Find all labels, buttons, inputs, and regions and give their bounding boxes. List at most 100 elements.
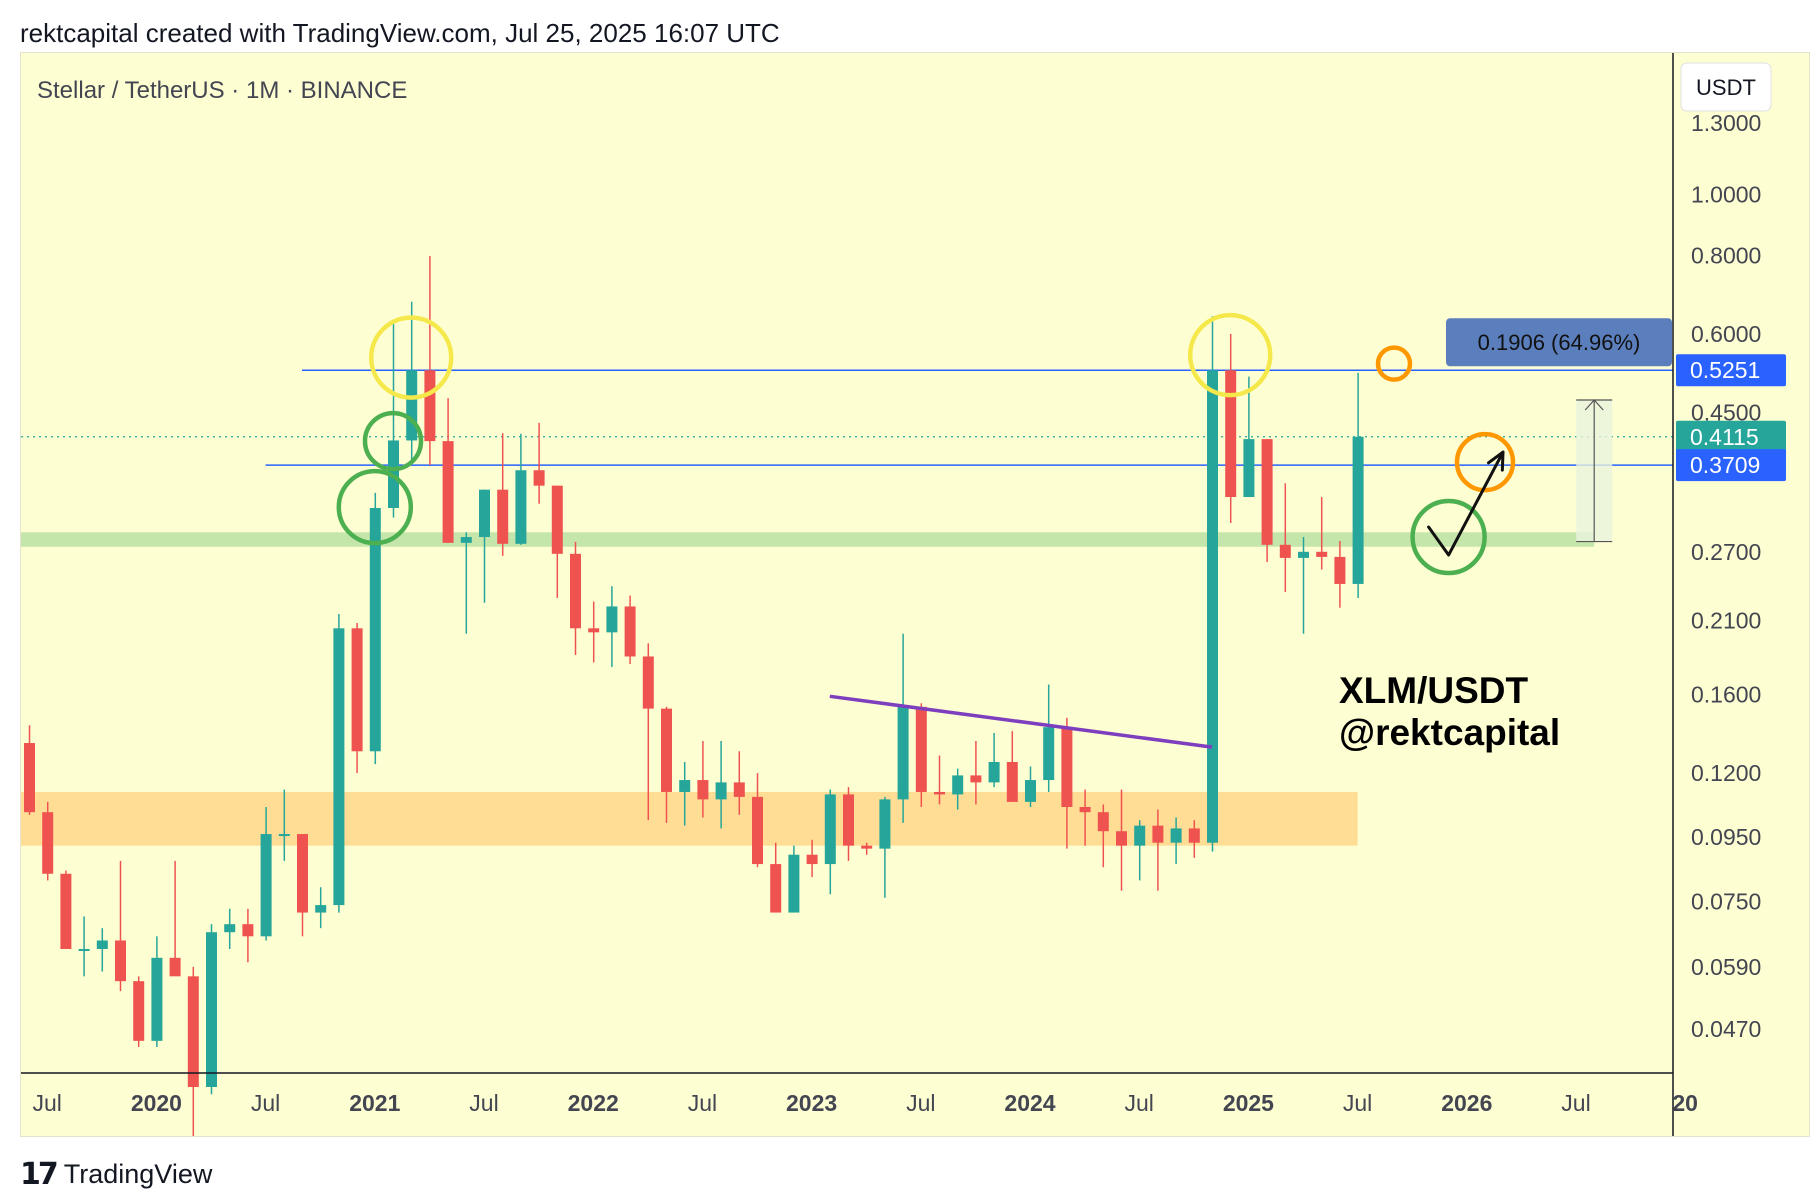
- candle-2023-02[interactable]: [824, 789, 836, 895]
- candle-2025-03[interactable]: [1279, 483, 1291, 593]
- candle-2019-06[interactable]: [24, 725, 35, 815]
- x-tick-label: 2020: [131, 1090, 182, 1116]
- candle-2022-02[interactable]: [606, 586, 618, 668]
- candle-2024-03[interactable]: [1061, 717, 1073, 849]
- candle-2020-10[interactable]: [315, 887, 327, 929]
- candle-2019-12[interactable]: [133, 976, 145, 1047]
- candle-2023-08[interactable]: [934, 755, 945, 805]
- candle-2020-05[interactable]: [224, 908, 236, 950]
- yellow-circle-2021-top[interactable]: [368, 315, 454, 400]
- candle-body: [934, 791, 945, 795]
- candle-2021-04[interactable]: [424, 256, 436, 466]
- candle-2020-07[interactable]: [260, 806, 272, 941]
- candle-2020-12[interactable]: [351, 623, 363, 774]
- candle-2023-09[interactable]: [952, 768, 964, 810]
- check-arrow-drawing[interactable]: [1427, 450, 1505, 557]
- candle-2021-03[interactable]: [406, 301, 418, 466]
- candle-body: [351, 628, 363, 752]
- candle-2024-06[interactable]: [1116, 789, 1127, 891]
- candle-2024-09[interactable]: [1170, 817, 1182, 865]
- candle-body: [369, 507, 381, 752]
- candle-2024-01[interactable]: [1025, 766, 1036, 807]
- candle-2020-03[interactable]: [187, 966, 199, 1137]
- candle-2023-01[interactable]: [806, 839, 818, 878]
- candle-2022-11[interactable]: [770, 842, 782, 913]
- trendline[interactable]: [829, 694, 1213, 749]
- price-range-measure[interactable]: [1576, 399, 1613, 543]
- candle-2024-11[interactable]: [1207, 316, 1218, 852]
- chart-frame: 0.1906 (64.96%) XLM/USDT @rektcapital USDT…: [20, 52, 1810, 1137]
- annotation-line-0: XLM/USDT: [1339, 670, 1529, 711]
- candle-2025-02[interactable]: [1261, 439, 1273, 563]
- candle-2021-02[interactable]: [388, 320, 399, 518]
- candle-2023-07[interactable]: [915, 703, 927, 807]
- candle-2024-10[interactable]: [1188, 820, 1200, 858]
- yellow-circle-2024-top[interactable]: [1187, 312, 1273, 398]
- candle-2020-02[interactable]: [169, 860, 181, 977]
- candle-2022-08[interactable]: [715, 740, 727, 829]
- x-tick-label: Jul: [251, 1090, 280, 1116]
- candle-2022-05[interactable]: [661, 706, 672, 823]
- candle-2023-11[interactable]: [988, 733, 1000, 788]
- candle-2019-07[interactable]: [42, 801, 54, 881]
- candle-2020-01[interactable]: [151, 936, 163, 1047]
- candle-2024-04[interactable]: [1079, 789, 1091, 846]
- candle-2025-06[interactable]: [1334, 540, 1346, 608]
- candle-2025-01[interactable]: [1243, 376, 1255, 498]
- candle-2025-04[interactable]: [1298, 537, 1309, 634]
- candle-2024-05[interactable]: [1097, 804, 1109, 868]
- price-chart[interactable]: 0.1906 (64.96%) XLM/USDT@rektcapital USDT…: [21, 53, 1810, 1137]
- y-tick-label: 0.0950: [1691, 824, 1761, 850]
- candle-2020-04[interactable]: [206, 924, 217, 1095]
- green-circle-projection[interactable]: [1410, 498, 1487, 576]
- orange-circle-target[interactable]: [1454, 431, 1516, 493]
- tradingview-logo-icon: 17: [20, 1157, 59, 1192]
- candle-2019-10[interactable]: [96, 928, 108, 972]
- candle-2020-11[interactable]: [333, 613, 345, 913]
- candle-2023-05[interactable]: [879, 796, 891, 898]
- candle-2019-09[interactable]: [78, 916, 90, 977]
- tradingview-brand[interactable]: 17 TradingView: [20, 1157, 212, 1192]
- candle-2022-01[interactable]: [588, 601, 600, 663]
- candle-2025-05[interactable]: [1316, 497, 1328, 570]
- candle-2024-07[interactable]: [1134, 820, 1146, 881]
- candle-2021-05[interactable]: [442, 398, 454, 543]
- candle-2022-07[interactable]: [697, 740, 709, 818]
- candle-2023-04[interactable]: [861, 842, 873, 855]
- candle-2020-06[interactable]: [242, 908, 254, 963]
- candle-2019-11[interactable]: [115, 860, 126, 992]
- candle-2020-08[interactable]: [278, 789, 290, 861]
- candle-2021-07[interactable]: [479, 489, 490, 603]
- candle-2022-10[interactable]: [752, 773, 763, 868]
- candle-2022-03[interactable]: [624, 595, 636, 664]
- candle-2021-01[interactable]: [369, 492, 381, 765]
- candle-2024-12[interactable]: [1225, 333, 1237, 524]
- currency-button[interactable]: [1680, 62, 1772, 112]
- candle-2021-10[interactable]: [533, 422, 545, 504]
- candle-2021-08[interactable]: [497, 433, 509, 556]
- candle-2023-03[interactable]: [843, 787, 854, 861]
- y-tick-label: 0.0590: [1691, 954, 1761, 980]
- candle-body: [1243, 439, 1255, 498]
- candle-2020-09[interactable]: [297, 834, 308, 937]
- candle-2022-04[interactable]: [642, 643, 654, 821]
- candle-2025-07[interactable]: [1352, 372, 1364, 598]
- candle-2021-06[interactable]: [460, 532, 472, 634]
- candle-2021-09[interactable]: [515, 433, 527, 545]
- candle-2022-06[interactable]: [679, 761, 691, 826]
- candle-2023-12[interactable]: [1006, 731, 1018, 802]
- orange-circle-small[interactable]: [1375, 345, 1413, 382]
- candle-2022-12[interactable]: [788, 845, 800, 913]
- green-circle-large-2021[interactable]: [336, 468, 414, 546]
- candle-2022-09[interactable]: [733, 751, 745, 815]
- candle-2021-11[interactable]: [551, 485, 563, 598]
- candle-2021-12[interactable]: [570, 541, 581, 655]
- candle-2019-08[interactable]: [60, 870, 72, 950]
- candle-2024-02[interactable]: [1043, 684, 1055, 792]
- green-circle-small-2021[interactable]: [362, 410, 424, 472]
- candle-2023-06[interactable]: [897, 633, 909, 823]
- candle-2023-10[interactable]: [970, 740, 982, 805]
- candle-2024-08[interactable]: [1152, 809, 1164, 891]
- brand-name: TradingView: [63, 1159, 213, 1189]
- candle-body: [1352, 436, 1364, 584]
